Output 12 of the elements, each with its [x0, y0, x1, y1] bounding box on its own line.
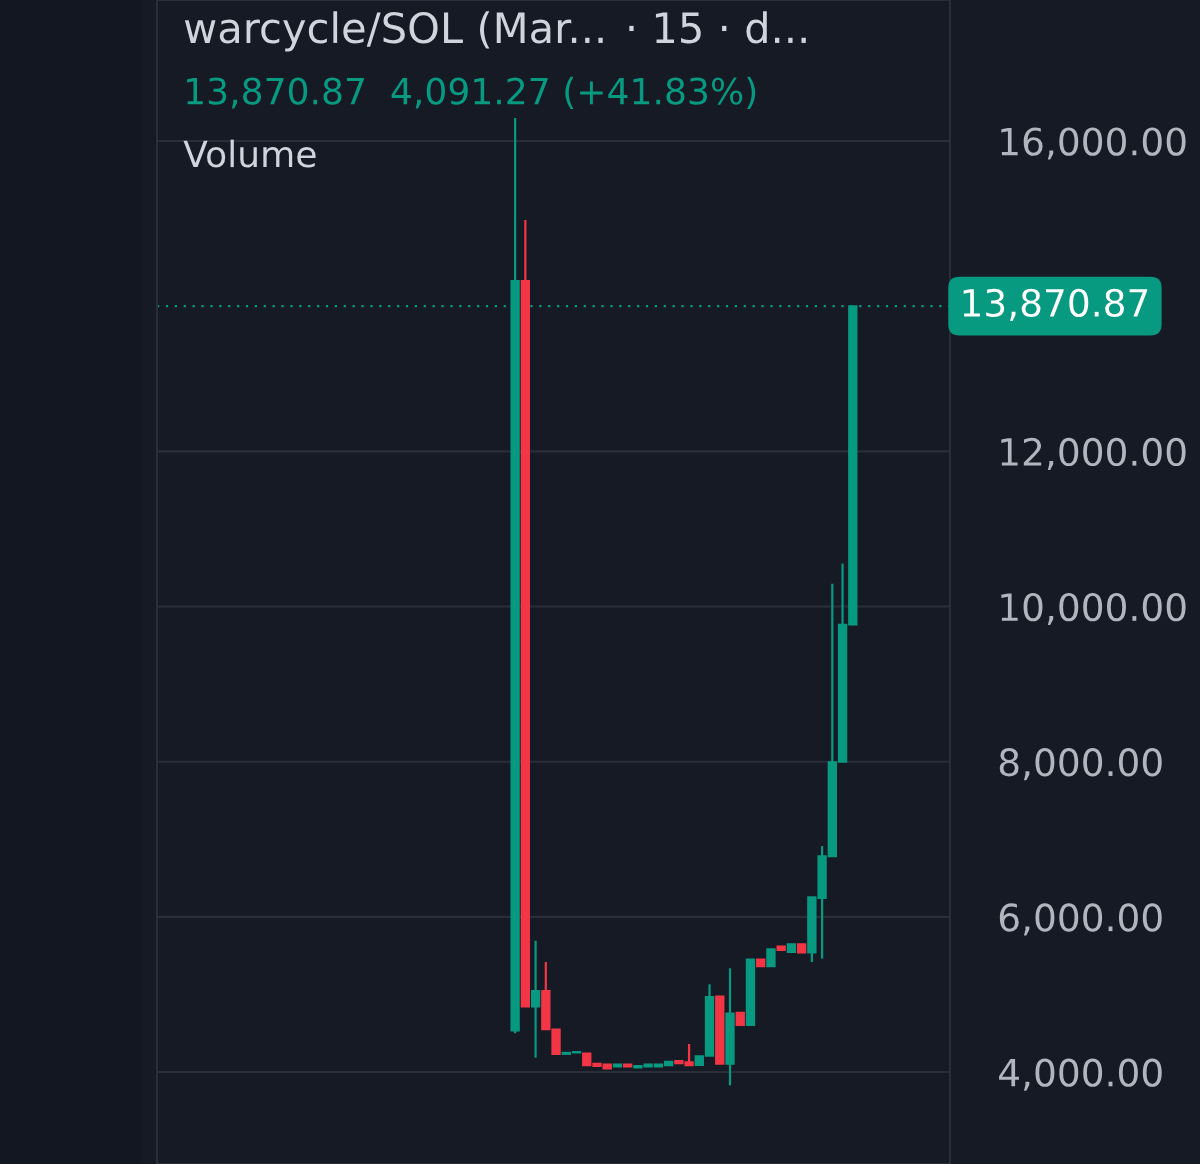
- annotation: 13,870.87 4,091.27 (+41.83%): [187, 76, 756, 110]
- y-tick-label: 8,000.00: [999, 748, 1162, 781]
- chart-title: warcycle/SOL (Mar...: [184, 11, 603, 52]
- y-tick-label: 12,000.00: [1001, 437, 1186, 470]
- y-tick-label: 10,000.00: [1001, 592, 1186, 626]
- text: Volume: [183, 139, 316, 168]
- y-tick-label: 16,000.00: [1001, 127, 1186, 160]
- ref-line-label: 13,870.87: [963, 288, 1148, 321]
- y-tick-label: 4,000.00: [999, 1058, 1162, 1091]
- chart-subtitle: · 15 · d...: [629, 11, 806, 44]
- candlestick: [530, 939, 541, 1059]
- y-tick-label: 6,000.00: [999, 903, 1162, 936]
